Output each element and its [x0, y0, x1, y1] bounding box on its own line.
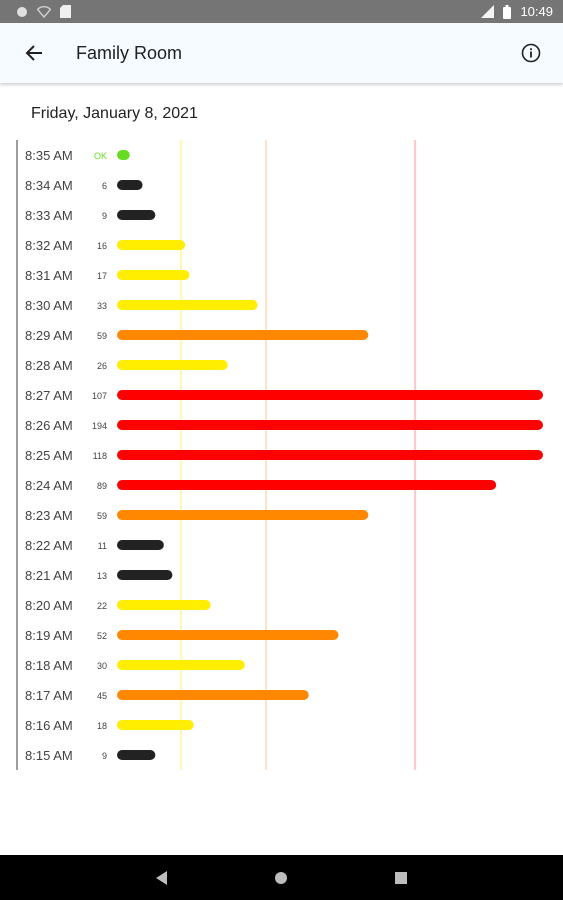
time-label: 8:17 AM — [25, 688, 73, 703]
value-label: 17 — [97, 271, 107, 281]
time-label: 8:22 AM — [25, 538, 73, 553]
app-bar: Family Room — [0, 23, 563, 83]
signal-icon — [481, 5, 495, 18]
value-label: 118 — [93, 451, 107, 461]
status-bar-left — [16, 5, 71, 18]
value-label: 6 — [102, 181, 107, 191]
page-title: Family Room — [76, 43, 183, 63]
time-label: 8:33 AM — [25, 208, 73, 223]
time-label: 8:26 AM — [25, 418, 73, 433]
value-label: 9 — [102, 211, 107, 221]
value-label: 107 — [92, 391, 107, 401]
value-label: 30 — [97, 661, 107, 671]
info-icon — [521, 43, 541, 63]
value-label: 16 — [97, 241, 107, 251]
readings-chart: 8:35 AM OK 8:34 AM 6 8:33 AM 9 8:32 AM 16 8:31 A… — [0, 138, 563, 778]
time-label: 8:28 AM — [25, 358, 73, 373]
info-button[interactable] — [517, 39, 545, 67]
time-label: 8:29 AM — [25, 328, 73, 343]
battery-icon — [503, 4, 512, 19]
status-bar: 10:49 — [0, 0, 563, 23]
status-time: 10:49 — [520, 4, 553, 19]
back-triangle-icon — [156, 871, 168, 885]
nav-home-button[interactable] — [270, 867, 292, 889]
time-label: 8:31 AM — [25, 268, 73, 283]
value-label: 59 — [97, 511, 107, 521]
time-label: 8:24 AM — [25, 478, 73, 493]
nav-recents-button[interactable] — [390, 867, 412, 889]
value-label: 22 — [97, 601, 107, 611]
value-label: 9 — [102, 751, 107, 761]
time-label: 8:21 AM — [25, 568, 73, 583]
time-label: 8:20 AM — [25, 598, 73, 613]
home-circle-icon — [274, 871, 288, 885]
date-label: Friday, January 8, 2021 — [31, 105, 198, 122]
readings-chart-svg: 8:35 AM OK 8:34 AM 6 8:33 AM 9 8:32 AM 16 8:31 A… — [16, 140, 543, 770]
value-label: OK — [94, 151, 107, 161]
time-label: 8:30 AM — [25, 298, 73, 313]
value-label: 89 — [97, 481, 107, 491]
value-label: 11 — [98, 541, 107, 551]
time-label: 8:32 AM — [25, 238, 73, 253]
time-label: 8:19 AM — [25, 628, 73, 643]
time-label: 8:16 AM — [25, 718, 73, 733]
time-label: 8:18 AM — [25, 658, 73, 673]
time-label: 8:27 AM — [25, 388, 73, 403]
value-label: 18 — [97, 721, 107, 731]
time-label: 8:23 AM — [25, 508, 73, 523]
value-label: 33 — [97, 301, 107, 311]
time-label: 8:35 AM — [25, 148, 73, 163]
nav-back-button[interactable] — [151, 867, 173, 889]
value-label: 52 — [97, 631, 107, 641]
time-label: 8:34 AM — [25, 178, 73, 193]
arrow-back-icon — [24, 43, 44, 63]
recents-square-icon — [395, 872, 407, 884]
value-label: 59 — [97, 331, 107, 341]
back-button[interactable] — [20, 39, 48, 67]
value-label: 45 — [97, 691, 107, 701]
value-label: 26 — [97, 361, 107, 371]
status-bar-right: 10:49 — [481, 4, 553, 19]
navigation-bar — [0, 855, 563, 900]
circle-icon — [16, 6, 28, 18]
value-label: 194 — [92, 421, 107, 431]
time-label: 8:25 AM — [25, 448, 73, 463]
wifi-off-icon — [37, 5, 51, 18]
value-label: 13 — [97, 571, 107, 581]
time-label: 8:15 AM — [25, 748, 73, 763]
sd-card-icon — [60, 5, 71, 18]
